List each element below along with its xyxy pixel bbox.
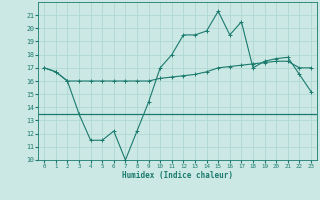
X-axis label: Humidex (Indice chaleur): Humidex (Indice chaleur) bbox=[122, 171, 233, 180]
